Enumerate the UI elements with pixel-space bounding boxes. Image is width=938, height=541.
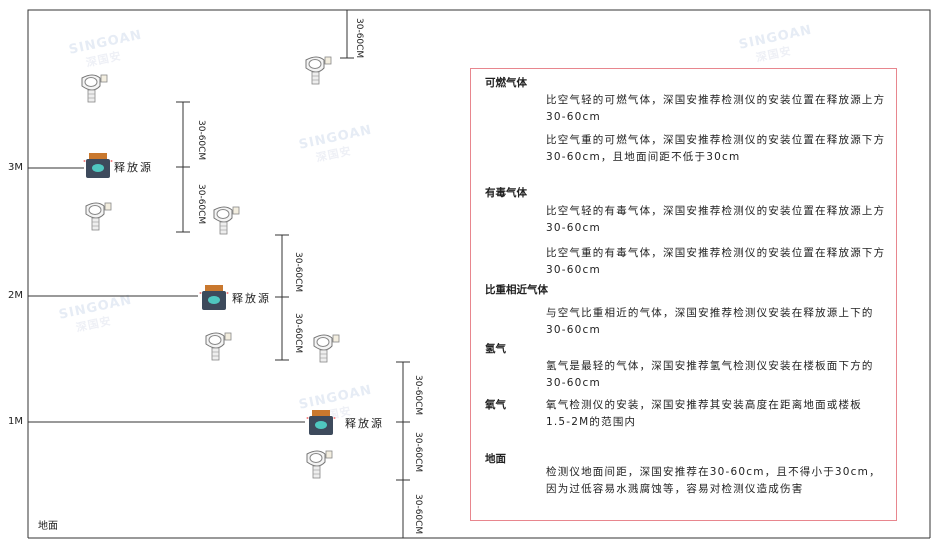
dimension-label: 30-60CM <box>293 252 303 293</box>
section-title: 地面 <box>485 453 506 465</box>
dimension-label: 30-60CM <box>196 184 206 225</box>
dimension-label: 30-60CM <box>196 120 206 161</box>
release-source-icon <box>83 152 113 180</box>
release-source-label: 释放源 <box>232 292 271 305</box>
gas-detector-icon <box>302 54 332 88</box>
installation-guide-box: 可燃气体 比空气轻的可燃气体，深国安推荐检测仪的安装位置在释放源上方30-60c… <box>470 68 897 521</box>
section-text: 比空气重的有毒气体，深国安推荐检测仪的安装位置在释放源下方30-60cm <box>546 247 886 276</box>
section-text: 比空气轻的可燃气体，深国安推荐检测仪的安装位置在释放源上方30-60cm <box>546 94 886 123</box>
gas-detector-icon <box>78 72 108 106</box>
gas-detector-icon <box>310 332 340 366</box>
gas-detector-icon <box>303 448 333 482</box>
section-title: 可燃气体 <box>485 77 527 89</box>
section-title: 氧气 <box>485 399 506 411</box>
section-text: 比空气重的可燃气体，深国安推荐检测仪的安装位置在释放源下方30-60cm，且地面… <box>546 134 886 163</box>
floor-label: 地面 <box>38 521 58 532</box>
level-label-1m: 1M <box>8 416 23 427</box>
section-text: 氢气是最轻的气体，深国安推荐氢气检测仪安装在楼板面下方的30-60cm <box>546 360 874 389</box>
section-title: 比重相近气体 <box>485 284 548 296</box>
dimension-label: 30-60CM <box>413 494 423 535</box>
release-source-label: 释放源 <box>114 161 153 174</box>
section-title: 氢气 <box>485 343 506 355</box>
release-source-label: 释放源 <box>345 417 384 430</box>
dimension-label: 30-60CM <box>413 375 423 416</box>
release-source-icon <box>199 284 229 312</box>
gas-detector-icon <box>210 204 240 238</box>
section-text: 比空气轻的有毒气体，深国安推荐检测仪的安装位置在释放源上方30-60cm <box>546 205 886 234</box>
release-source-icon <box>306 409 336 437</box>
level-label-2m: 2M <box>8 290 23 301</box>
section-text: 与空气比重相近的气体，深国安推荐检测仪安装在释放源上下的30-60cm <box>546 307 874 336</box>
gas-detector-icon <box>202 330 232 364</box>
section-title: 有毒气体 <box>485 187 527 199</box>
level-label-3m: 3M <box>8 162 23 173</box>
gas-detector-icon <box>82 200 112 234</box>
dimension-label: 30-60CM <box>413 432 423 473</box>
dimension-label: 30-60CM <box>293 313 303 354</box>
dimension-label: 30-60CM <box>354 18 364 59</box>
section-text: 检测仪地面间距，深国安推荐在30-60cm，且不得小于30cm，因为过低容易水溅… <box>546 466 881 495</box>
frame <box>27 9 931 538</box>
section-text: 氧气检测仪的安装，深国安推荐其安装高度在距离地面或楼板1.5-2M的范围内 <box>546 399 862 428</box>
